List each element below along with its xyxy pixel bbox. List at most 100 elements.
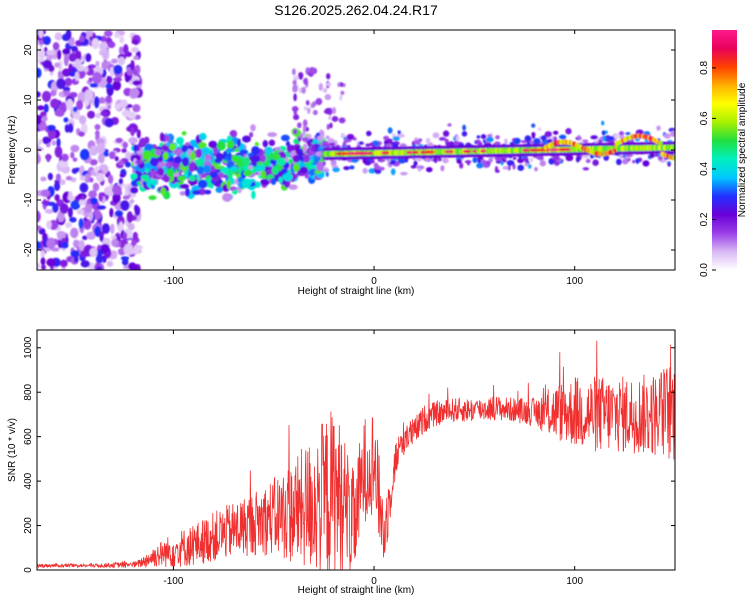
signal-blob [251,145,260,155]
carrier-peak [423,150,430,154]
signal-blob [177,175,187,182]
x-axis-label-2: Height of straight line (km) [298,585,415,596]
signal-blob [260,170,267,180]
noise-blob [83,66,89,73]
halo-blob [513,137,521,145]
noise-blob [73,255,79,263]
noise-blob [114,32,121,39]
noise-blob [54,181,61,192]
signal-blob [292,163,300,172]
noise-blob [119,35,125,44]
noise-blob [70,151,75,159]
noise-blob [118,159,124,166]
noise-blob [122,195,130,200]
signal-blob [197,166,204,175]
halo-blob [362,167,368,174]
noise-blob [38,30,44,39]
noise-blob [42,59,53,69]
noise-blob [60,241,69,249]
halo-blob [495,135,500,140]
halo-blob [445,142,453,147]
noise-blob [102,151,109,157]
halo-blob [322,161,326,166]
halo-blob [531,123,536,128]
signal-blob [198,141,207,150]
plume-blob [319,134,324,140]
carrier-peak [411,150,419,154]
noise-blob [59,259,68,268]
noise-blob [46,258,56,267]
halo-blob [440,165,445,172]
halo-blob [340,133,347,138]
carrier-peak [472,149,477,153]
halo-blob [322,168,330,173]
noise-blob [131,69,138,75]
signal-blob [268,139,276,147]
halo-blob [533,138,541,145]
noise-blob [101,48,110,61]
halo-blob [386,138,393,143]
halo-blob [622,158,629,165]
y-tick-label: 0 [23,147,34,153]
noise-blob [79,115,87,125]
noise-blob [110,235,117,240]
noise-blob [133,244,142,255]
noise-blob [74,71,80,82]
noise-blob [50,98,60,109]
noise-blob [133,204,139,212]
signal-blob [173,156,183,164]
noise-blob [94,124,101,131]
signal-blob [255,164,263,173]
colorbar-tick-label: 0.6 [699,111,710,125]
signal-blob [166,168,175,178]
signal-blob [278,176,283,184]
signal-blob [199,134,205,139]
signal-blob [135,159,143,165]
carrier-peak [347,152,352,155]
noise-blob [114,103,122,110]
signal-blob [188,175,196,182]
noise-blob [107,41,116,49]
noise-blob [37,146,44,152]
noise-blob [132,104,141,113]
signal-blob [130,186,139,194]
noise-blob [37,210,41,223]
noise-blob [117,56,126,66]
halo-blob [369,142,375,147]
noise-blob [86,231,96,240]
halo-blob [413,160,418,167]
halo-blob [343,166,350,171]
signal-blob [227,135,232,141]
noise-blob [46,237,56,250]
halo-blob [392,136,400,141]
halo-blob [447,123,452,127]
halo-blob [325,135,330,140]
plume-blob [312,109,318,116]
signal-blob [173,148,183,156]
carrier-peak [406,150,413,154]
plume-blob [337,82,341,87]
signal-blob [213,146,219,155]
halo-blob [387,127,393,134]
noise-blob [65,175,73,181]
signal-blob [208,140,218,149]
noise-blob [123,43,129,55]
noise-blob [131,46,139,53]
signal-blob [236,138,241,147]
signal-blob [311,144,317,152]
plume-blob [299,133,304,140]
y-tick-label: 800 [23,383,34,400]
noise-blob [37,262,41,269]
y-tick-label: 0 [23,567,34,573]
noise-blob [69,92,78,98]
heatmap-marks [37,30,675,270]
signal-blob [160,187,166,196]
noise-blob [125,151,132,161]
colorbar-ticks: 0.0 0.2 0.4 0.6 0.8 [699,61,716,277]
halo-blob [558,134,567,140]
halo-blob [432,132,440,139]
signal-blob [179,183,190,189]
signal-blob [149,157,159,167]
noise-blob [41,200,51,205]
noise-blob [133,55,139,61]
